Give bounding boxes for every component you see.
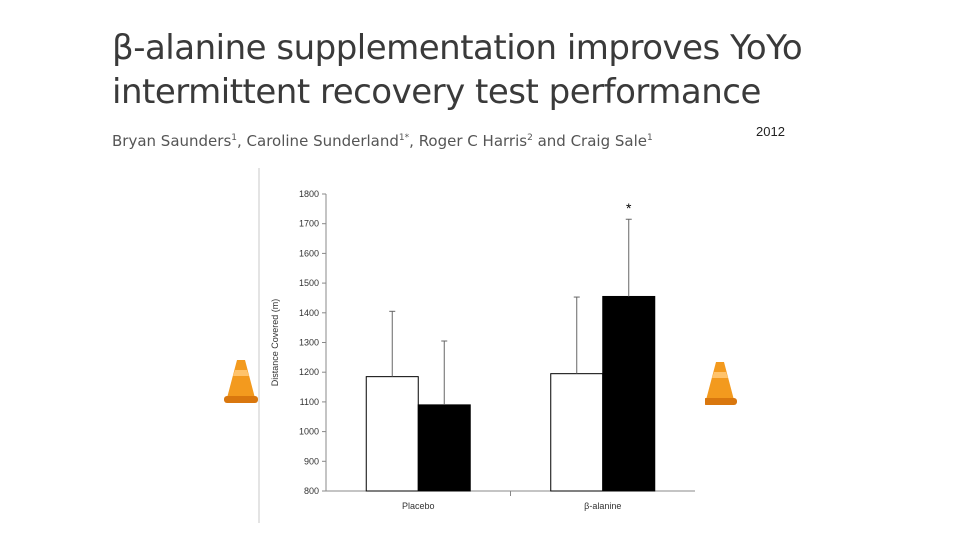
y-tick-label: 1200 xyxy=(299,367,319,377)
bar-chart: 800 900 1000 1100 1200 1300 1400 1500 1600 1700 18… xyxy=(270,189,695,511)
y-axis-title: Distance Covered (m) xyxy=(270,299,280,387)
y-tick-label: 1000 xyxy=(299,427,319,437)
author-affiliation: 2 xyxy=(527,133,533,143)
author-affiliation: 1* xyxy=(398,133,410,143)
author-name: Roger C Harris xyxy=(418,132,528,150)
y-tick-label: 1300 xyxy=(299,338,319,348)
y-tick-label: 1400 xyxy=(299,308,319,318)
bar xyxy=(602,295,656,492)
y-tick-label: 1700 xyxy=(299,219,319,229)
significance-marker: * xyxy=(626,200,632,216)
bar xyxy=(417,404,471,492)
slide-title: β-alanine supplementation improves YoYo … xyxy=(112,26,832,114)
y-tick-label: 1100 xyxy=(300,397,319,407)
slide-title-line-1: β-alanine supplementation improves YoYo xyxy=(112,28,803,68)
author-affiliation: 1 xyxy=(231,133,237,143)
bar xyxy=(365,376,419,492)
author-list: Bryan Saunders1, Caroline Sunderland1*, … xyxy=(112,132,653,150)
slide-title-line-2: intermittent recovery test performance xyxy=(112,72,761,112)
author-name: Caroline Sunderland xyxy=(246,132,399,150)
y-tick-label: 800 xyxy=(304,486,319,496)
bar xyxy=(550,373,604,492)
y-tick-label: 900 xyxy=(304,456,319,466)
x-tick-label: Placebo xyxy=(402,501,435,511)
publication-year: 2012 xyxy=(756,124,785,139)
traffic-cone-icon xyxy=(224,360,258,403)
author-name: Craig Sale xyxy=(570,132,647,150)
y-tick-label: 1500 xyxy=(299,278,319,288)
x-tick-label: β-alanine xyxy=(584,501,621,511)
y-tick-label: 1600 xyxy=(299,248,319,258)
author-name: Bryan Saunders xyxy=(112,132,232,150)
traffic-cone-icon xyxy=(703,362,737,405)
author-affiliation: 1 xyxy=(646,133,653,143)
chart-panel: 800 900 1000 1100 1200 1300 1400 1500 1600 1700 18… xyxy=(258,168,705,523)
y-tick-label: 1800 xyxy=(299,189,319,199)
